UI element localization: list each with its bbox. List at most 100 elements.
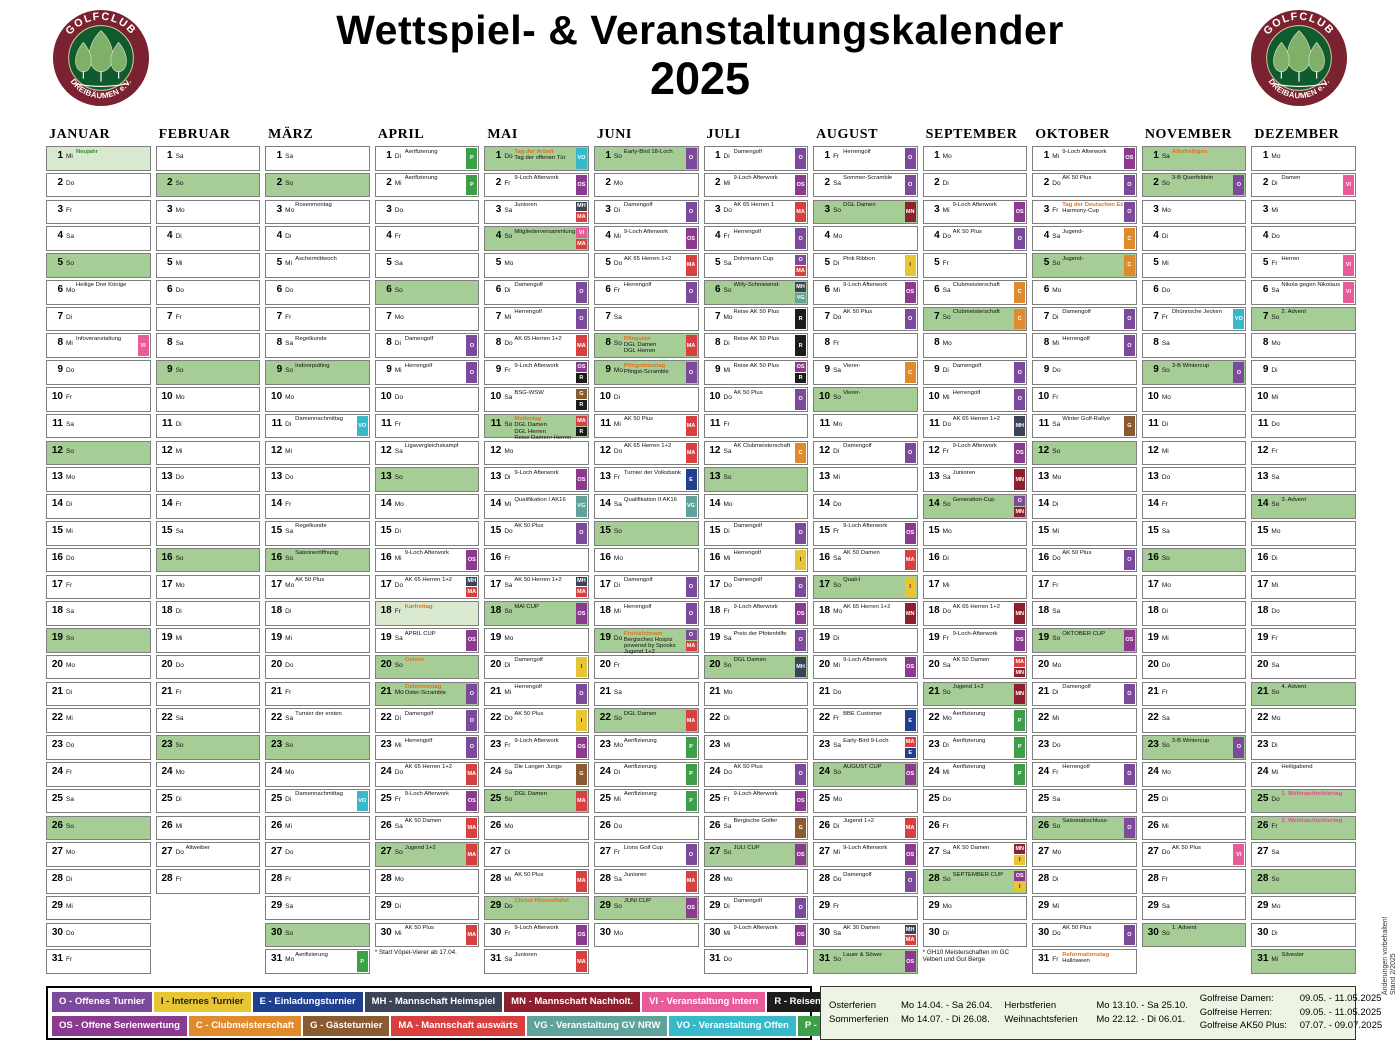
weekday-label: Di <box>723 527 730 535</box>
day-cell-10-22: 22 Mi <box>1032 708 1137 733</box>
event-badge-os: OS <box>575 603 587 624</box>
weekday-label: Mo <box>1271 527 1281 535</box>
day-number: 1 <box>276 150 283 161</box>
day-cell-6-25: 25 Mi Aerifizierung P <box>593 788 699 814</box>
event-line: Winter Golf-Rallye <box>1062 416 1111 423</box>
event-badge-c: C <box>1014 281 1026 303</box>
event-text: AK 65 Herren 1+2 <box>624 443 685 449</box>
day-number: 13 <box>1038 471 1050 483</box>
event-badge-os: OS <box>904 281 916 303</box>
day-cell-12-12: 12 Fr <box>1251 440 1356 466</box>
day-number: 26 <box>380 819 392 831</box>
weekday-label: Fr <box>723 233 730 241</box>
day-cell-12-18: 18 Do <box>1251 601 1356 626</box>
event-badges: VI <box>1343 174 1354 196</box>
event-text: JULI CUP <box>734 845 795 851</box>
info-value: 07.07. - 09.07.2025 <box>1299 1020 1383 1032</box>
day-cell-2-27: 27 Do Altweiber <box>155 842 261 867</box>
day-cell-12-14: 14 So 3. Advent <box>1251 494 1356 519</box>
weekday-label: Do <box>1161 474 1171 482</box>
weekday-label: So <box>613 153 622 160</box>
weekday-label: Do <box>66 929 75 937</box>
weekday-label: So <box>66 635 74 643</box>
day-cell-7-15: 15 Di Damengolf O <box>703 520 809 546</box>
day-cell-1-13: 13 Mo <box>46 467 151 492</box>
day-cell-1-18: 18 Sa <box>46 601 151 626</box>
day-cell-7-25: 25 Fr 9-Loch Afterwork OS <box>703 788 809 814</box>
day-cell-9-28: 28 So SEPTEMBER CUP OS I <box>922 869 1028 894</box>
event-badges: O <box>685 362 697 383</box>
weekday-label: Sa <box>613 876 622 884</box>
event-badge-os: OS <box>1014 871 1026 881</box>
month-label: JUNI <box>596 127 632 142</box>
event-text: Reise AK 50 Plus <box>734 336 795 342</box>
event-badges: MA <box>466 924 478 946</box>
day-cell-5-5: 5 Mo <box>484 253 589 278</box>
event-line: Herrengolf <box>733 550 762 557</box>
day-number: 12 <box>380 444 392 456</box>
day-number: 25 <box>271 792 283 804</box>
event-badges: C <box>1123 255 1135 276</box>
day-number: 6 <box>934 283 940 295</box>
event-line: 1. Weihnachtsfeiertag <box>1281 791 1342 798</box>
weekday-label: Di <box>723 340 730 348</box>
day-number: 20 <box>599 658 611 670</box>
weekday-label: Sa <box>942 849 951 857</box>
month-column-10: OKTOBER 1 Mi 9-Loch Afterwork OS 2 Do AK 50 Plu… <box>1032 127 1137 976</box>
day-number: 3 <box>386 203 392 215</box>
day-cell-6-26: 26 Do <box>593 815 699 841</box>
event-text: Damengolf <box>734 149 795 155</box>
day-cell-7-14: 14 Mo <box>703 494 809 519</box>
event-line: Dhünnsche Jecken <box>1171 309 1222 316</box>
event-line: Christi Himmelfahrt <box>514 898 569 905</box>
day-cell-9-15: 15 Mo <box>922 520 1028 546</box>
day-cell-12-9: 9 Di <box>1251 360 1356 385</box>
day-cell-6-9: 9 Mo Pfingstmontag Pfingst-Scramble O <box>593 360 699 385</box>
event-text: AK 50 Herren 1+2 <box>514 577 575 583</box>
info-label: Sommerferien <box>829 1013 889 1025</box>
weekday-label: So <box>504 233 513 241</box>
day-number: 14 <box>380 498 392 510</box>
day-number: 3 <box>57 203 63 215</box>
day-cell-6-7: 7 Sa <box>593 306 699 332</box>
day-number: 20 <box>1257 658 1269 670</box>
event-badges: VI <box>1343 255 1354 276</box>
weekday-label: Mo <box>504 447 514 455</box>
day-cell-12-13: 13 Sa <box>1251 467 1356 492</box>
event-line: Die Langen Jungs <box>514 764 562 771</box>
month-column-1: JANUAR 1 Mi Neujahr 2 Do 3 Fr 4 Sa 5 So 6 Mo Heilige D… <box>46 127 151 976</box>
event-badge-ma: MA <box>795 201 807 223</box>
month-column-8: AUGUST 1 Fr Herrengolf O 2 Sa Sommer-Scramble O 3… <box>813 127 918 976</box>
event-badges: OS <box>795 924 807 946</box>
day-number: 27 <box>1147 846 1159 858</box>
day-number: 24 <box>1147 765 1159 777</box>
weekday-label: Fr <box>394 795 401 803</box>
day-number: 4 <box>495 230 502 242</box>
day-number: 16 <box>599 551 611 563</box>
day-cell-2-2: 2 So <box>155 172 261 198</box>
event-badge-os: OS <box>795 844 807 865</box>
day-number: 8 <box>167 337 173 349</box>
event-text: AK 50 Plus <box>953 229 1014 235</box>
weekday-label: Di <box>942 742 949 750</box>
event-text: BBE Customer <box>843 711 904 717</box>
day-number: 5 <box>1043 257 1050 269</box>
event-badges: OS I <box>1014 871 1026 892</box>
event-badge-ma: MA <box>904 935 916 946</box>
day-cell-9-14: 14 So Generation-Cup O MN <box>922 494 1028 519</box>
event-line: Karfreitag <box>404 603 433 610</box>
day-cell-11-5: 5 Mi <box>1141 253 1247 278</box>
event-text: Aerifizierung <box>624 738 685 744</box>
weekday-label: Mo <box>285 206 295 214</box>
weekday-label: Mo <box>175 394 185 402</box>
day-cell-9-24: 24 Mi Aerifizierung P <box>922 761 1028 787</box>
event-line: AK 50 Plus <box>733 389 763 396</box>
event-line: AK 50 Plus <box>843 309 873 316</box>
event-line: Aerifizierung <box>623 764 657 771</box>
event-text: Damengolf <box>405 711 466 717</box>
weekday-label: So <box>285 929 294 937</box>
day-number: 14 <box>1257 498 1269 510</box>
weekday-label: Fr <box>66 394 73 402</box>
day-cell-12-23: 23 Di <box>1251 735 1356 760</box>
weekday-label: Sa <box>1161 902 1170 910</box>
